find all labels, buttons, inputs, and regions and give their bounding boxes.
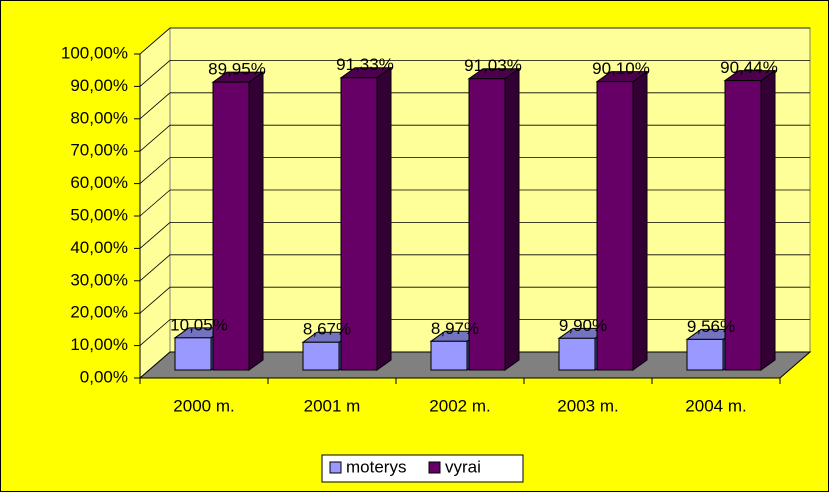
value-label: 91,03% (464, 56, 522, 75)
bar-front (596, 81, 634, 371)
bar (723, 69, 777, 371)
bar (595, 70, 649, 371)
value-label: 10,05% (170, 315, 228, 334)
grid-line (139, 60, 810, 87)
bar-front (686, 338, 724, 371)
x-tick-label: 2004 m. (685, 396, 746, 415)
value-label: 9,56% (687, 317, 735, 336)
bar-side (504, 67, 520, 371)
bar-side (248, 71, 264, 371)
legend (321, 454, 524, 483)
y-tick-label: 0,00% (80, 367, 128, 386)
bar (211, 71, 265, 371)
grid: 0,00% 10,00% 20,00% 30,00% 40,00% 50,00% 60,00… (61, 27, 810, 386)
y-tick-label: 40,00% (70, 238, 128, 257)
bar (339, 66, 393, 371)
value-label: 90,10% (592, 59, 650, 78)
value-label: 89,95% (208, 60, 266, 79)
bar-side (632, 70, 648, 371)
value-label: 91,33% (336, 55, 394, 74)
bar-front (174, 337, 212, 371)
x-tick-label: 2001 m (304, 396, 361, 415)
x-tick-label: 2003 m. (557, 396, 618, 415)
value-label: 8,97% (431, 319, 479, 338)
y-tick-label: 10,00% (70, 335, 128, 354)
bar-front (340, 77, 378, 371)
bar-side (376, 66, 392, 371)
y-tick-label: 30,00% (70, 270, 128, 289)
value-label: 9,90% (559, 316, 607, 335)
legend-label: vyrai (445, 457, 481, 476)
y-tick-label: 20,00% (70, 303, 128, 322)
bar-front (724, 80, 762, 371)
legend-swatch (428, 461, 441, 474)
grid-line (139, 27, 810, 55)
x-tick-label: 2002 m. (429, 396, 490, 415)
x-tick-label: 2000 m. (173, 396, 234, 415)
legend-label: moterys (346, 457, 406, 476)
legend-swatch (329, 461, 342, 474)
bars (173, 66, 777, 371)
y-tick-label: 90,00% (70, 76, 128, 95)
y-tick-label: 50,00% (70, 205, 128, 224)
labels: 2000 m. 2001 m 2002 m. 2003 m. 2004 m. 10,05%… (170, 55, 778, 415)
bar (467, 67, 521, 371)
bar-front (468, 78, 506, 371)
bar-front (302, 341, 340, 371)
y-tick-label: 100,00% (61, 43, 128, 62)
bar-front (430, 340, 468, 371)
bar-side (760, 69, 776, 371)
y-tick-label: 70,00% (70, 141, 128, 160)
bar-front (212, 81, 250, 371)
value-label: 90,44% (720, 58, 778, 77)
y-tick-label: 60,00% (70, 173, 128, 192)
bar-front (558, 337, 596, 371)
legend-items: moterys vyrai (329, 457, 481, 476)
value-label: 8,67% (303, 320, 351, 339)
y-tick-label: 80,00% (70, 108, 128, 127)
